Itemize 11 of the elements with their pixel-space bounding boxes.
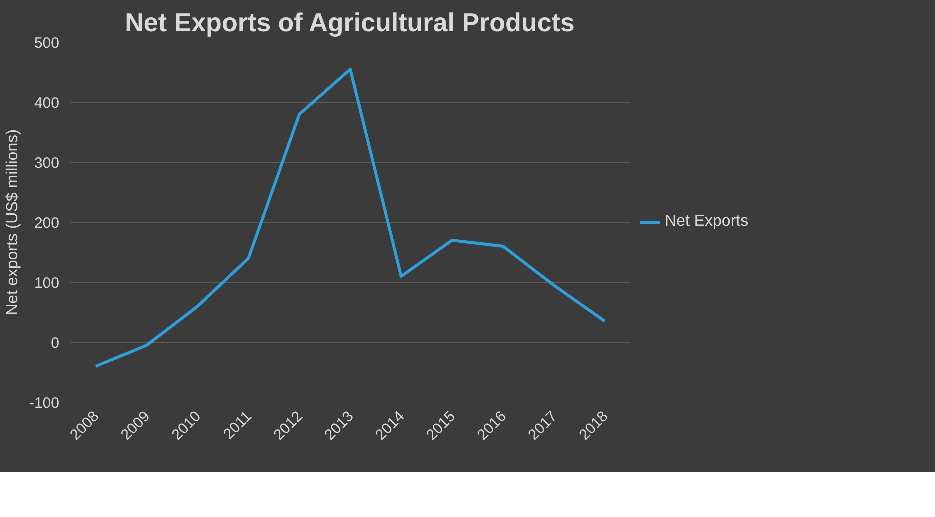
line-series: [94, 68, 607, 368]
y-tick-label: 0: [51, 335, 60, 352]
y-tick-label: 500: [34, 35, 60, 52]
y-tick-label: 200: [34, 215, 60, 232]
y-axis-title: Net exports (US$ millions): [4, 130, 22, 316]
legend-label: Net Exports: [665, 213, 749, 231]
chart-title: Net Exports of Agricultural Products: [125, 8, 575, 38]
y-tick-label: -100: [29, 395, 60, 412]
y-tick-label: 100: [34, 275, 60, 292]
y-tick-label: 300: [34, 155, 60, 172]
y-tick-label: 400: [34, 95, 60, 112]
